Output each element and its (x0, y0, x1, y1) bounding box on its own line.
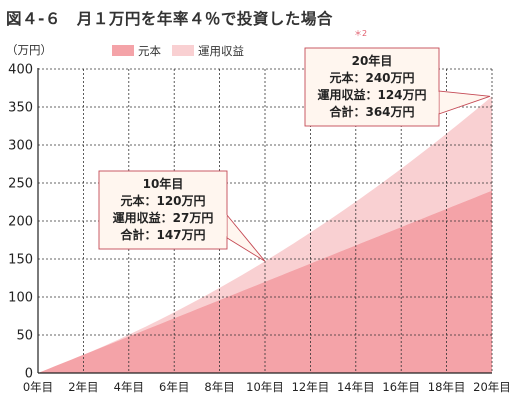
y-tick-label: 100 (8, 291, 33, 306)
y-tick-label: 300 (8, 139, 33, 154)
callout-text-line: 運用収益：124万円 (317, 87, 426, 102)
legend: 元本 運用収益 (112, 44, 244, 58)
x-tick-label: 16年目 (382, 380, 420, 394)
callout-text-line: 20年目 (352, 53, 393, 68)
y-tick-label: 0 (25, 367, 33, 382)
legend-swatch (112, 45, 134, 56)
callout-text-line: 元本：120万円 (120, 193, 205, 208)
x-tick-label: 18年目 (428, 380, 466, 394)
y-tick-label: 150 (8, 253, 33, 268)
y-tick-label: 50 (16, 329, 33, 344)
x-tick-label: 6年目 (159, 380, 189, 394)
x-tick-label: 8年目 (204, 380, 234, 394)
legend-label: 元本 (138, 44, 161, 58)
x-tick-label: 4年目 (114, 380, 144, 394)
callout-text-line: 合計：147万円 (120, 227, 205, 242)
chart-title: 図４-６ 月１万円を年率４％で投資した場合 (6, 9, 333, 28)
x-tick-label: 0年目 (23, 380, 53, 394)
x-tick-label: 12年目 (292, 380, 330, 394)
x-tick-label: 20年目 (473, 380, 511, 394)
y-tick-label: 350 (8, 101, 33, 116)
footnote-mark: ＊2 (354, 29, 367, 38)
y-tick-label: 200 (8, 215, 33, 230)
callout-text-line: 合計：364万円 (329, 104, 414, 119)
legend-swatch (172, 45, 194, 56)
x-tick-label: 14年目 (337, 380, 375, 394)
plot-area: 0 50 100 150 200 250 300 350 400 0年目 2年目 4年目 6年目 8年目 1… (8, 47, 511, 394)
callout-text-line: 10年目 (143, 176, 184, 191)
callout-text-line: 運用収益：27万円 (113, 210, 214, 225)
callout-box (98, 170, 228, 250)
legend-label: 運用収益 (198, 44, 244, 58)
x-tick-label: 10年目 (246, 380, 284, 394)
y-tick-label: 250 (8, 177, 33, 192)
callout-text-line: 元本：240万円 (329, 70, 414, 85)
y-axis-unit-label: （万円） (6, 43, 52, 57)
y-tick-label: 400 (8, 63, 33, 78)
x-tick-label: 2年目 (68, 380, 98, 394)
callout-box (304, 47, 440, 127)
